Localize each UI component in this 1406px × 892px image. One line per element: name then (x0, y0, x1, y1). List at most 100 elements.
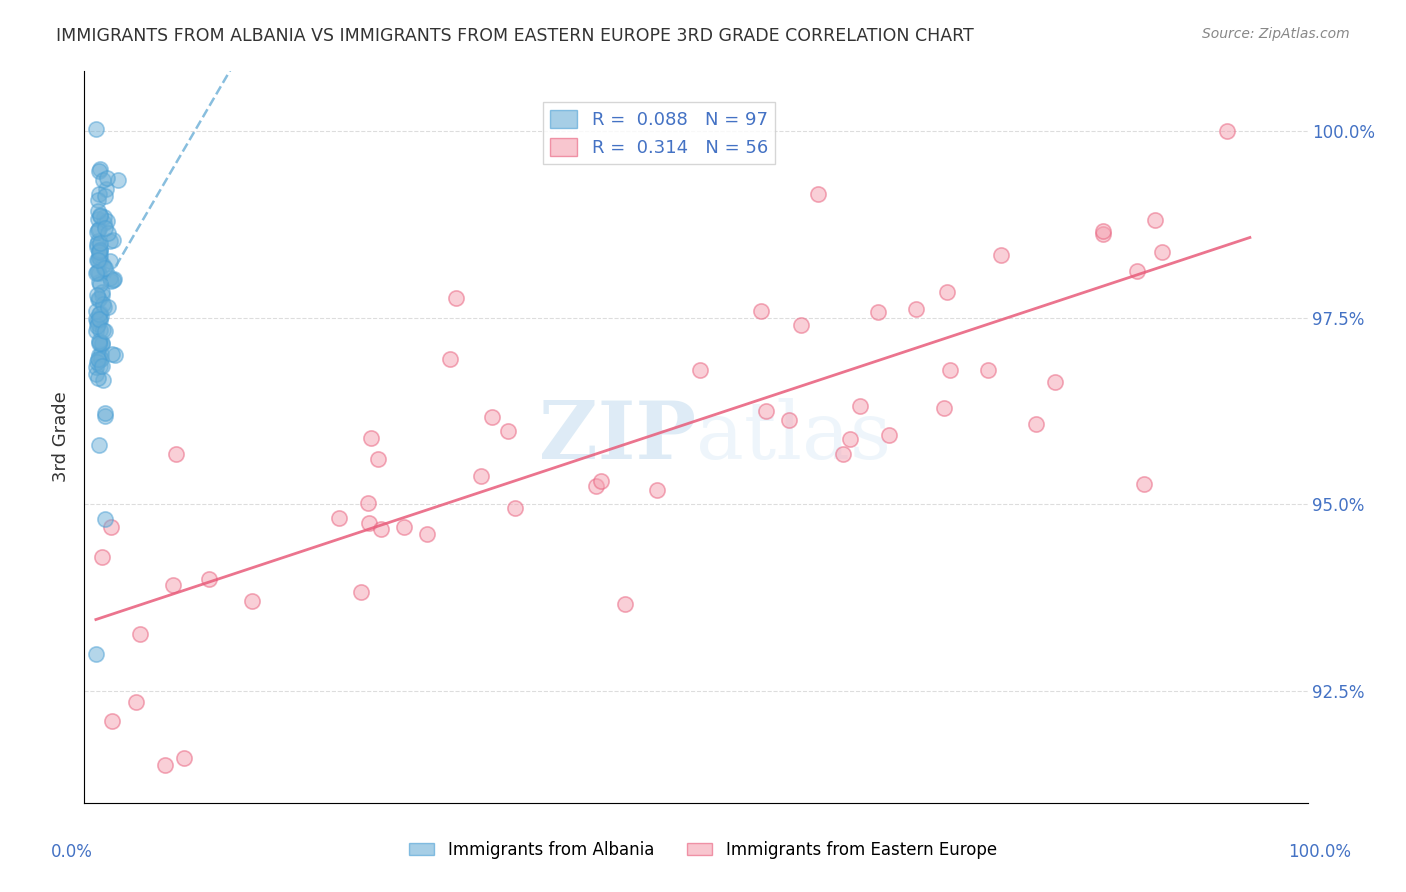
Immigrants from Eastern Europe (198, 573, 221, 587)
Immigrants from Albania (93, 300, 115, 314)
Immigrants from Albania (86, 225, 108, 239)
Immigrants from Albania (89, 307, 111, 321)
Immigrants from Eastern Europe (240, 594, 263, 608)
Immigrants from Eastern Europe (1143, 213, 1166, 227)
Immigrants from Eastern Europe (1125, 264, 1147, 278)
Immigrants from Albania (91, 297, 114, 311)
Immigrants from Eastern Europe (990, 247, 1012, 261)
Text: ZIP: ZIP (538, 398, 696, 476)
Immigrants from Albania (87, 292, 110, 306)
Immigrants from Eastern Europe (838, 432, 860, 446)
Immigrants from Eastern Europe (749, 304, 772, 318)
Immigrants from Albania (90, 351, 112, 366)
Immigrants from Eastern Europe (357, 495, 380, 509)
Immigrants from Albania (84, 303, 107, 318)
Immigrants from Albania (87, 266, 110, 280)
Immigrants from Albania (84, 266, 107, 280)
Immigrants from Albania (86, 319, 108, 334)
Immigrants from Albania (96, 213, 118, 227)
Immigrants from Albania (103, 233, 125, 247)
Immigrants from Eastern Europe (90, 549, 112, 564)
Immigrants from Albania (87, 250, 110, 264)
Immigrants from Albania (87, 276, 110, 290)
Immigrants from Albania (90, 309, 112, 323)
Immigrants from Eastern Europe (155, 758, 177, 772)
Immigrants from Eastern Europe (370, 522, 392, 536)
Immigrants from Eastern Europe (932, 401, 955, 415)
Immigrants from Albania (87, 211, 110, 226)
Immigrants from Albania (96, 182, 118, 196)
Immigrants from Albania (89, 235, 111, 250)
Immigrants from Albania (89, 208, 111, 222)
Immigrants from Albania (101, 347, 124, 361)
Immigrants from Albania (89, 335, 111, 350)
Immigrants from Albania (86, 265, 108, 279)
Y-axis label: 3rd Grade: 3rd Grade (52, 392, 70, 483)
Immigrants from Albania (87, 292, 110, 306)
Immigrants from Albania (93, 324, 115, 338)
Immigrants from Albania (87, 265, 110, 279)
Immigrants from Eastern Europe (1091, 227, 1114, 242)
Immigrants from Albania (89, 252, 111, 267)
Immigrants from Eastern Europe (645, 483, 668, 498)
Immigrants from Albania (93, 216, 115, 230)
Immigrants from Albania (87, 335, 110, 350)
Immigrants from Eastern Europe (367, 452, 389, 467)
Immigrants from Albania (91, 287, 114, 301)
Immigrants from Eastern Europe (778, 413, 800, 427)
Immigrants from Albania (91, 337, 114, 351)
Immigrants from Albania (84, 312, 107, 326)
Immigrants from Eastern Europe (392, 520, 415, 534)
Immigrants from Albania (89, 209, 111, 223)
Immigrants from Albania (94, 189, 117, 203)
Immigrants from Eastern Europe (350, 585, 373, 599)
Immigrants from Albania (87, 245, 110, 260)
Immigrants from Eastern Europe (1132, 477, 1154, 491)
Immigrants from Eastern Europe (977, 362, 1000, 376)
Legend: R =  0.088   N = 97, R =  0.314   N = 56: R = 0.088 N = 97, R = 0.314 N = 56 (543, 103, 775, 164)
Immigrants from Eastern Europe (868, 305, 890, 319)
Immigrants from Eastern Europe (505, 500, 527, 515)
Immigrants from Albania (87, 317, 110, 331)
Immigrants from Eastern Europe (100, 520, 122, 534)
Immigrants from Eastern Europe (1025, 417, 1047, 431)
Immigrants from Albania (91, 258, 114, 272)
Immigrants from Albania (87, 351, 110, 366)
Legend: Immigrants from Albania, Immigrants from Eastern Europe: Immigrants from Albania, Immigrants from… (402, 835, 1004, 866)
Immigrants from Eastern Europe (939, 363, 962, 377)
Immigrants from Albania (87, 203, 110, 218)
Text: 0.0%: 0.0% (51, 843, 93, 861)
Immigrants from Albania (84, 324, 107, 338)
Immigrants from Albania (89, 243, 111, 257)
Immigrants from Eastern Europe (444, 291, 467, 305)
Immigrants from Eastern Europe (359, 516, 381, 530)
Immigrants from Eastern Europe (591, 474, 613, 488)
Immigrants from Eastern Europe (614, 597, 637, 611)
Immigrants from Albania (97, 300, 120, 314)
Immigrants from Eastern Europe (1152, 244, 1174, 259)
Immigrants from Albania (89, 348, 111, 362)
Immigrants from Eastern Europe (439, 351, 461, 366)
Text: 100.0%: 100.0% (1288, 843, 1351, 861)
Immigrants from Albania (89, 222, 111, 236)
Immigrants from Albania (98, 270, 121, 285)
Immigrants from Albania (90, 285, 112, 299)
Immigrants from Eastern Europe (1216, 124, 1239, 138)
Immigrants from Albania (87, 370, 110, 384)
Immigrants from Albania (94, 220, 117, 235)
Immigrants from Albania (97, 226, 120, 240)
Immigrants from Albania (86, 288, 108, 302)
Immigrants from Eastern Europe (470, 469, 492, 483)
Immigrants from Albania (87, 187, 110, 202)
Immigrants from Albania (89, 322, 111, 336)
Immigrants from Eastern Europe (877, 428, 900, 442)
Immigrants from Albania (87, 334, 110, 349)
Immigrants from Eastern Europe (498, 425, 520, 439)
Immigrants from Albania (89, 312, 111, 326)
Immigrants from Albania (96, 170, 118, 185)
Immigrants from Albania (86, 314, 108, 328)
Immigrants from Eastern Europe (1092, 224, 1115, 238)
Immigrants from Albania (91, 173, 114, 187)
Immigrants from Albania (98, 234, 121, 248)
Immigrants from Albania (104, 348, 127, 362)
